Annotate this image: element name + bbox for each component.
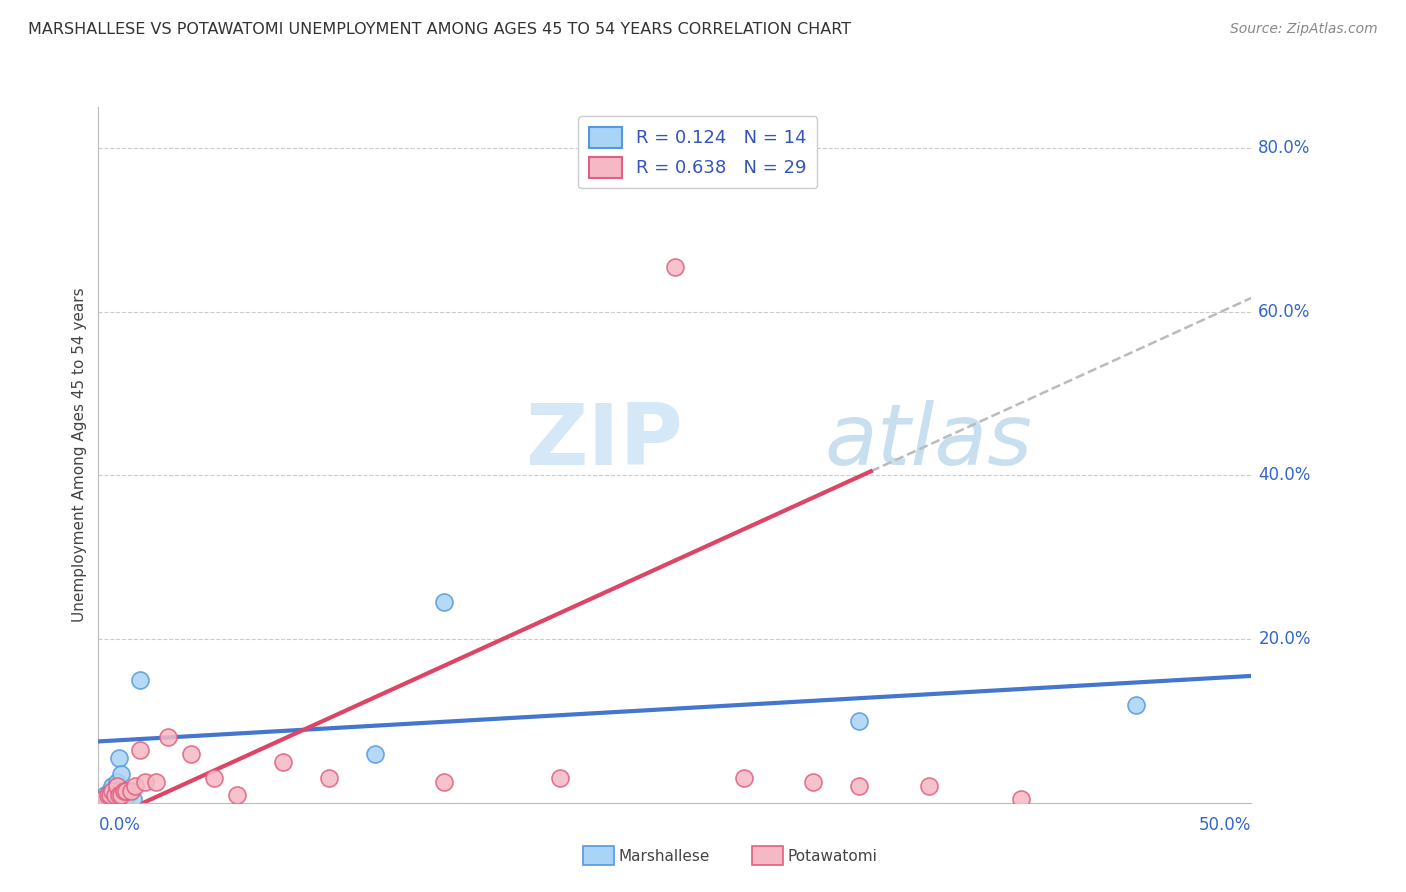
Point (129, 673, 152, 687)
Text: Source: ZipAtlas.com: Source: ZipAtlas.com (1230, 22, 1378, 37)
Point (134, 775, 156, 789)
Point (548, 771, 571, 785)
Point (129, 742, 152, 756)
Point (105, 775, 128, 789)
Point (202, 771, 225, 785)
Point (110, 788, 132, 802)
Point (105, 780, 128, 794)
Point (271, 755, 294, 769)
Text: 20.0%: 20.0% (1258, 630, 1310, 648)
Point (101, 783, 124, 797)
Point (112, 788, 135, 802)
Point (97, 788, 120, 802)
Point (225, 788, 247, 802)
Point (112, 783, 135, 797)
Point (848, 780, 870, 794)
Point (122, 791, 145, 805)
Point (664, 260, 686, 274)
Point (115, 783, 138, 797)
Point (124, 780, 146, 794)
Point (433, 595, 456, 609)
Point (98, 783, 121, 797)
Point (801, 775, 824, 789)
Point (733, 771, 755, 785)
Point (91, 791, 114, 805)
Point (110, 767, 132, 781)
Point (318, 771, 340, 785)
Text: ZIP: ZIP (524, 400, 683, 483)
Point (94, 788, 117, 802)
Point (156, 731, 179, 745)
Point (917, 780, 939, 794)
Text: 60.0%: 60.0% (1258, 302, 1310, 321)
Point (180, 747, 202, 761)
Text: Marshallese: Marshallese (619, 849, 710, 863)
Point (98, 788, 121, 802)
Point (1125, 698, 1147, 712)
Point (433, 775, 456, 789)
Point (364, 747, 387, 761)
Text: atlas: atlas (825, 400, 1033, 483)
Point (145, 775, 167, 789)
Point (120, 783, 142, 797)
Point (101, 780, 124, 794)
Text: MARSHALLESE VS POTAWATOMI UNEMPLOYMENT AMONG AGES 45 TO 54 YEARS CORRELATION CHA: MARSHALLESE VS POTAWATOMI UNEMPLOYMENT A… (28, 22, 851, 37)
Point (1010, 791, 1032, 805)
Point (848, 714, 870, 728)
Point (117, 788, 139, 802)
Text: 50.0%: 50.0% (1199, 816, 1251, 834)
Point (103, 788, 125, 802)
Point (108, 751, 131, 765)
Text: Potawatomi: Potawatomi (787, 849, 877, 863)
Text: 80.0%: 80.0% (1258, 139, 1310, 157)
Y-axis label: Unemployment Among Ages 45 to 54 years: Unemployment Among Ages 45 to 54 years (72, 287, 87, 623)
Text: 40.0%: 40.0% (1258, 467, 1310, 484)
Legend: R = 0.124   N = 14, R = 0.638   N = 29: R = 0.124 N = 14, R = 0.638 N = 29 (578, 116, 817, 188)
Point (108, 788, 131, 802)
Text: 0.0%: 0.0% (98, 816, 141, 834)
